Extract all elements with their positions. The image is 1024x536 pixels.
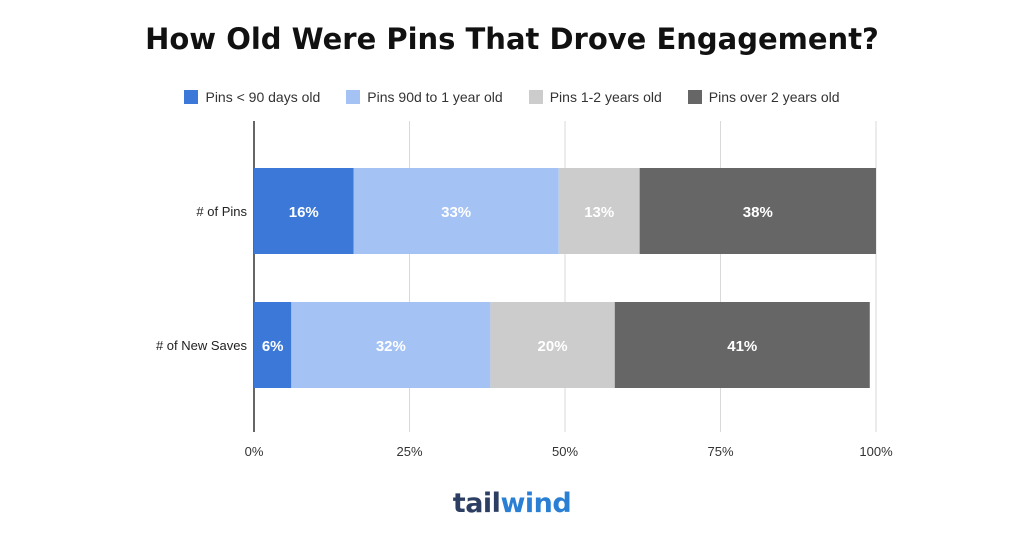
category-label: # of New Saves: [156, 338, 248, 353]
legend-swatch-90d-1y: [346, 90, 361, 104]
legend-swatch-over2y: [687, 90, 702, 104]
data-label: 16%: [289, 204, 319, 221]
logo-text-wind: wind: [500, 488, 572, 519]
bar-segment: [614, 302, 870, 388]
x-tick-label: 50%: [552, 444, 578, 459]
legend-item-90d-1y: Pins 90d to 1 year old: [346, 89, 503, 105]
chart-title: How Old Were Pins That Drove Engagement?: [145, 22, 879, 56]
legend-label-90d-1y: Pins 90d to 1 year old: [367, 89, 503, 105]
data-label: 33%: [441, 204, 471, 221]
data-label: 6%: [262, 338, 284, 355]
legend: Pins < 90 days old Pins 90d to 1 year ol…: [0, 89, 1024, 105]
legend-label-lt90: Pins < 90 days old: [205, 89, 321, 105]
bar-segment: [558, 168, 640, 254]
legend-item-lt90: Pins < 90 days old: [184, 89, 320, 105]
legend-item-over2y: Pins over 2 years old: [687, 89, 840, 105]
legend-swatch-lt90: [184, 90, 199, 104]
data-label: 32%: [376, 338, 406, 355]
bar-segment: [353, 168, 559, 254]
legend-swatch-1-2y: [528, 90, 543, 104]
x-tick-label: 0%: [245, 444, 264, 459]
tailwind-logo: tailwind: [0, 488, 1024, 519]
data-label: 38%: [743, 204, 773, 221]
data-label: 41%: [727, 338, 757, 355]
bar-segment: [639, 168, 876, 254]
legend-item-1-2y: Pins 1-2 years old: [528, 89, 662, 105]
legend-label-1-2y: Pins 1-2 years old: [549, 89, 662, 105]
category-label: # of Pins: [196, 204, 247, 219]
x-tick-label: 100%: [859, 444, 893, 459]
bar-segment: [490, 302, 615, 388]
x-tick-label: 75%: [707, 444, 733, 459]
bar-segment: [254, 302, 292, 388]
data-label: 20%: [538, 338, 568, 355]
logo-text-tail: tail: [452, 488, 501, 519]
legend-label-over2y: Pins over 2 years old: [708, 89, 840, 105]
data-label: 13%: [584, 204, 614, 221]
bar-segment: [291, 302, 491, 388]
x-tick-label: 25%: [396, 444, 422, 459]
bar-segment: [254, 168, 354, 254]
